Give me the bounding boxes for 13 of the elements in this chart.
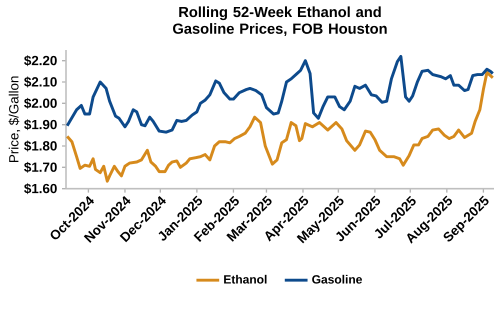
- legend-label: Ethanol: [224, 274, 266, 284]
- y-tick-label: $1.70: [24, 162, 57, 173]
- y-axis-title: Price, $/Gallon: [8, 76, 20, 162]
- legend-label: Gasoline: [312, 274, 362, 284]
- y-tick-label: $2.20: [24, 55, 57, 66]
- line-series: [66, 70, 494, 183]
- y-tick-label: $2.00: [24, 98, 57, 109]
- y-tick-label: $1.60: [24, 183, 57, 194]
- y-tick-label: $2.10: [24, 76, 57, 88]
- line-series: [66, 54, 494, 134]
- y-tick-label: $1.90: [24, 119, 57, 130]
- y-tick-label: $1.80: [24, 140, 57, 152]
- chart-title: Rolling 52-Week Ethanol and Gasoline Prices, FOB Houston: [173, 6, 387, 36]
